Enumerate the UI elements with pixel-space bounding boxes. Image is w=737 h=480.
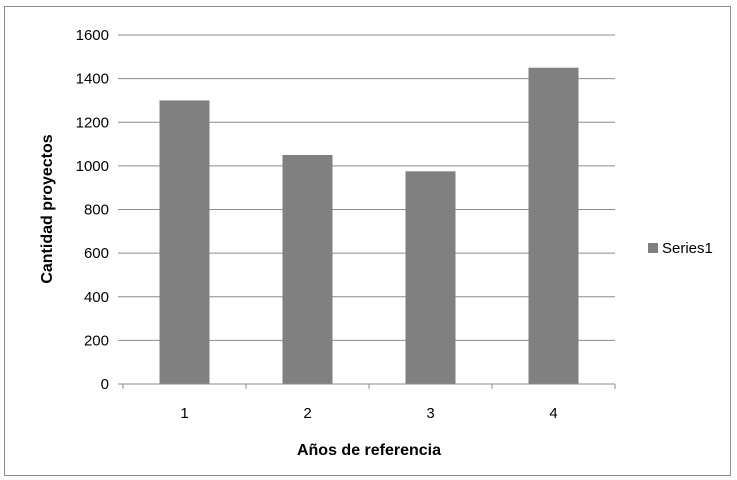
x-tick-label: 3 bbox=[426, 405, 434, 422]
x-tick-label: 2 bbox=[303, 405, 311, 422]
x-tick-label: 4 bbox=[549, 405, 557, 422]
y-tick-label: 1200 bbox=[76, 114, 109, 131]
x-tick-label: 1 bbox=[180, 405, 188, 422]
y-tick-label: 200 bbox=[84, 332, 109, 349]
chart-area bbox=[4, 6, 731, 476]
bar-3 bbox=[405, 171, 456, 384]
y-tick-label: 0 bbox=[101, 376, 109, 393]
y-tick-label: 600 bbox=[84, 245, 109, 262]
x-axis-ticks: 1 2 3 4 bbox=[122, 384, 616, 422]
y-tick-label: 1000 bbox=[76, 158, 109, 175]
legend-label: Series1 bbox=[662, 240, 713, 257]
bars bbox=[159, 67, 579, 384]
bar-2 bbox=[282, 154, 333, 384]
x-axis-title: Años de referencia bbox=[297, 442, 441, 459]
legend: Series1 bbox=[648, 240, 713, 257]
bar-4 bbox=[528, 67, 579, 384]
bar-1 bbox=[159, 100, 210, 384]
y-tick-label: 1400 bbox=[76, 71, 109, 88]
y-tick-label: 1600 bbox=[76, 27, 109, 44]
y-axis-ticks: 0 200 400 600 800 1000 1200 1400 1600 bbox=[76, 27, 123, 393]
y-tick-label: 400 bbox=[84, 289, 109, 306]
y-axis-title: Cantidad proyectos bbox=[39, 134, 56, 283]
legend-swatch bbox=[648, 243, 658, 253]
y-tick-label: 800 bbox=[84, 202, 109, 219]
